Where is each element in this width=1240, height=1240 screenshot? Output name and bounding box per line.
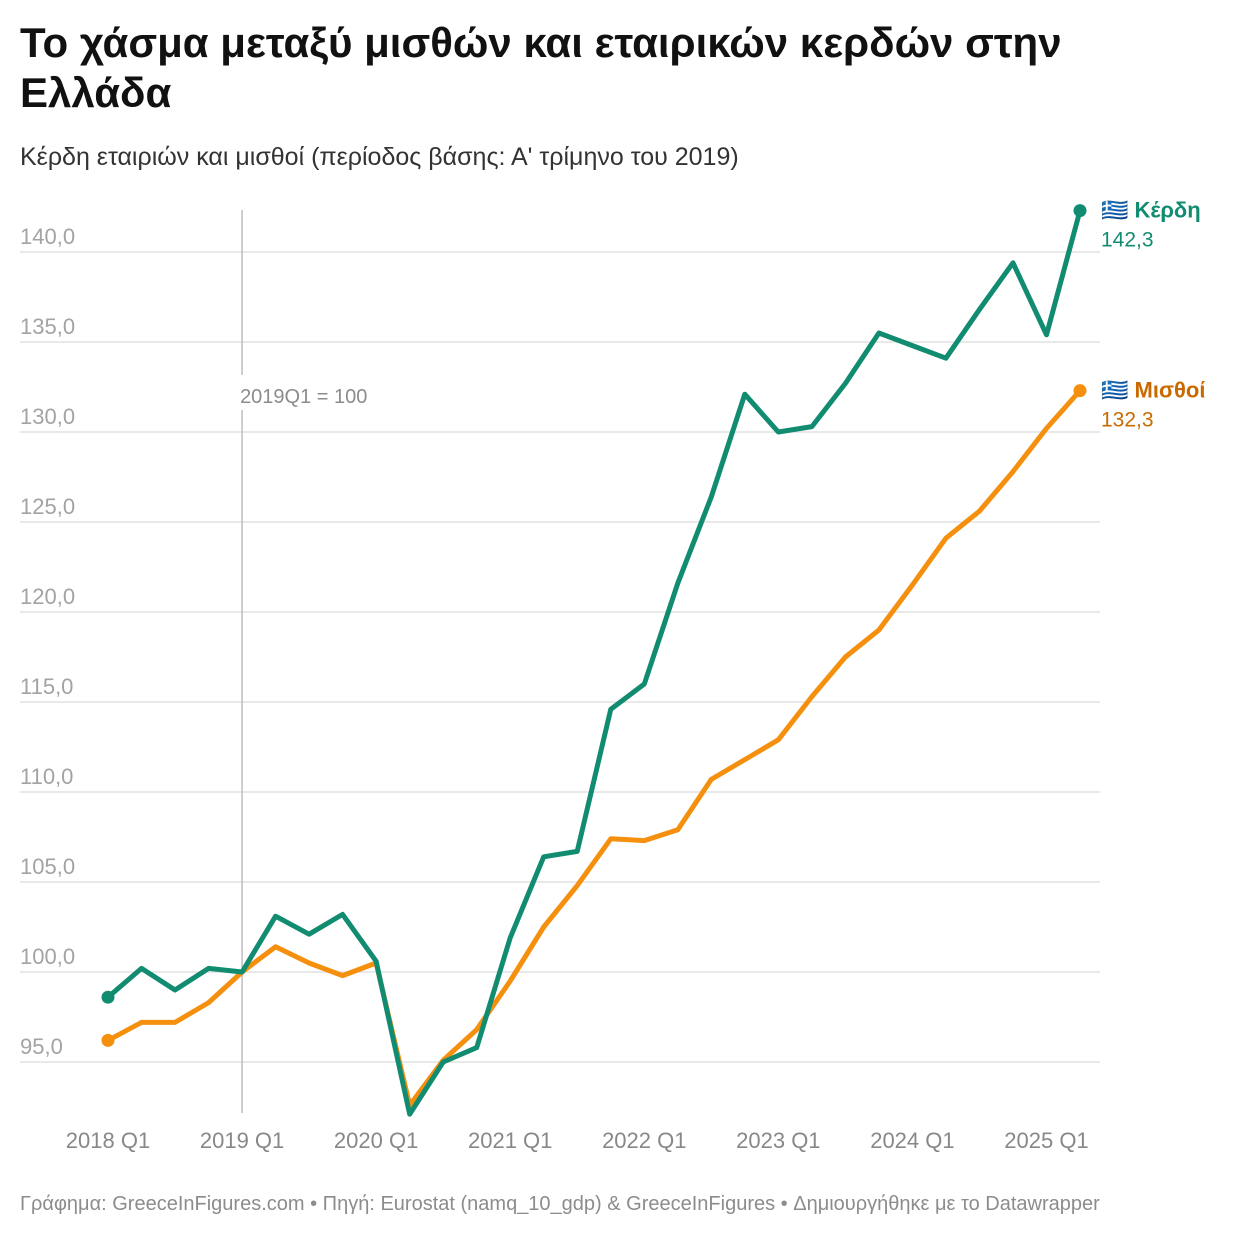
- x-tick-label: 2023 Q1: [736, 1128, 820, 1153]
- source-footer: Γράφημα: GreeceInFigures.com • Πηγή: Eur…: [20, 1193, 1100, 1215]
- y-tick-label: 135,0: [20, 314, 75, 339]
- y-tick-label: 105,0: [20, 854, 75, 879]
- gridlines: [20, 251, 1100, 1063]
- series-line-1: [105, 388, 1083, 1108]
- y-tick-label: 95,0: [20, 1034, 63, 1059]
- x-tick-label: 2024 Q1: [870, 1128, 954, 1153]
- x-tick-label: 2020 Q1: [334, 1128, 418, 1153]
- x-tick-label: 2018 Q1: [66, 1128, 150, 1153]
- y-tick-label: 130,0: [20, 404, 75, 429]
- series-end-labels: 🇬🇷 Μισθοί 132,3 🇬🇷 Κέρδη 142,3: [1101, 198, 1205, 432]
- x-tick-label: 2025 Q1: [1004, 1128, 1088, 1153]
- series-end-point: [1073, 204, 1087, 218]
- series-line-0: [105, 208, 1083, 1117]
- series-start-point: [101, 990, 115, 1004]
- y-tick-label: 115,0: [20, 674, 73, 699]
- series-lines: [101, 204, 1087, 1117]
- y-tick-label: 140,0: [20, 224, 75, 249]
- series-value-label: 132,3: [1101, 409, 1154, 432]
- series-name-label: 🇬🇷 Κέρδη: [1101, 198, 1201, 223]
- annotation-label: 2019Q1 = 100: [240, 386, 367, 408]
- line-chart: 95,0 100,0 105,0 110,0 115,0 120,0 125,0 130,0 1…: [20, 198, 1205, 1153]
- series-name-label: 🇬🇷 Μισθοί: [1101, 378, 1205, 403]
- x-tick-label: 2022 Q1: [602, 1128, 686, 1153]
- x-tick-label: 2021 Q1: [468, 1128, 552, 1153]
- y-tick-label: 110,0: [20, 764, 73, 789]
- y-tick-label: 100,0: [20, 944, 75, 969]
- base-period-annotation: 2019Q1 = 100: [240, 210, 367, 1113]
- y-axis-labels: 95,0 100,0 105,0 110,0 115,0 120,0 125,0 130,0 1…: [20, 224, 75, 1059]
- y-tick-label: 125,0: [20, 494, 75, 519]
- chart-subtitle: Κέρδη εταιριών και μισθοί (περίοδος βάση…: [20, 143, 739, 171]
- x-tick-label: 2019 Q1: [200, 1128, 284, 1153]
- x-axis-labels: 2018 Q1 2019 Q1 2020 Q1 2021 Q1 2022 Q1 2023 …: [66, 1128, 1089, 1153]
- y-tick-label: 120,0: [20, 584, 75, 609]
- chart-title: Το χάσμα μεταξύ μισθών και εταιρικών κερ…: [20, 19, 1062, 116]
- series-value-label: 142,3: [1101, 229, 1154, 252]
- series-end-point: [1073, 384, 1087, 398]
- series-start-point: [101, 1033, 115, 1047]
